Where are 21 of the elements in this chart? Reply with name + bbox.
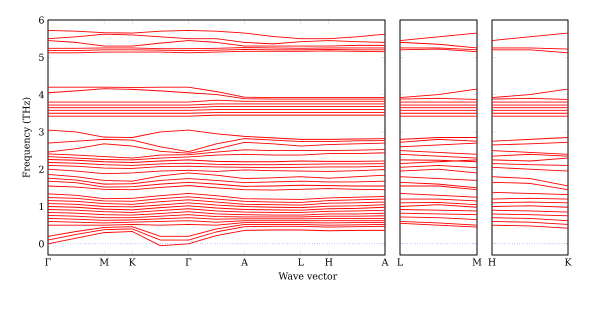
y-axis-title: Frequency (THz) — [22, 98, 32, 178]
y-tick-label: 0 — [39, 240, 44, 248]
x-tick-label: K — [129, 258, 136, 266]
y-tick-label: 1 — [40, 202, 44, 210]
x-tick-label: K — [564, 258, 572, 266]
x-tick-label: Γ — [186, 258, 192, 266]
y-tick-label: 5 — [39, 54, 44, 61]
x-tick-label: L — [397, 258, 403, 266]
x-tick-label: A — [382, 258, 389, 266]
x-tick-label: H — [325, 258, 332, 266]
x-axis-title: Wave vector — [278, 272, 338, 280]
x-tick-label: M — [472, 258, 482, 266]
x-tick-label: A — [241, 258, 248, 266]
y-tick-label: 3 — [39, 128, 44, 136]
y-tick-label: 6 — [39, 16, 44, 24]
y-tick-label: 4 — [38, 91, 44, 98]
x-tick-label: L — [298, 258, 304, 266]
x-tick-label: M — [100, 258, 109, 266]
x-tick-label: H — [488, 258, 496, 266]
y-tick-label: 2 — [39, 166, 44, 173]
x-tick-label: Γ — [45, 258, 51, 266]
